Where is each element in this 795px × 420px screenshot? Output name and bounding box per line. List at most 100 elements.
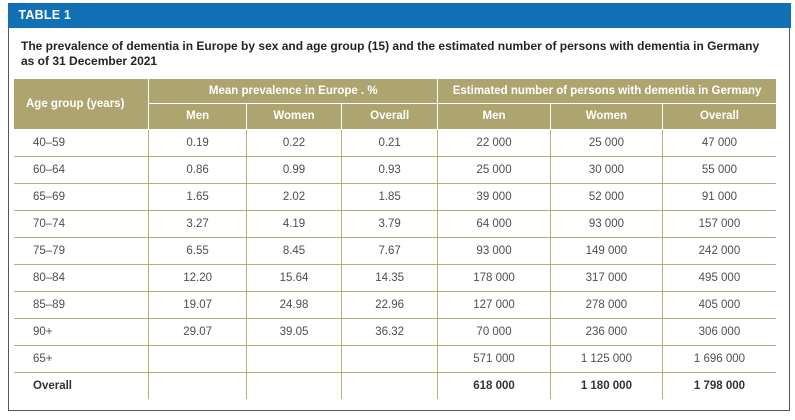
table-cell: 0.22 — [245, 129, 343, 157]
table-cell: 15.64 — [245, 263, 343, 292]
table-cell: 157 000 — [661, 209, 776, 238]
age-group-cell: 60–64 — [14, 155, 150, 184]
table-row: 70–74 3.27 4.19 3.79 64 000 93 000 157 0… — [14, 209, 776, 238]
table-cell: 6.55 — [148, 236, 247, 265]
table-cell: 14.35 — [341, 263, 439, 292]
table-wrapper: Age group (years) Mean prevalence in Eur… — [14, 79, 776, 399]
table-label: TABLE 1 — [18, 8, 72, 22]
table-cell: 0.99 — [245, 155, 343, 184]
age-group-cell: 65+ — [14, 344, 150, 373]
table-cell — [341, 344, 439, 373]
table-row: 80–84 12.20 15.64 14.35 178 000 317 000 … — [14, 263, 776, 292]
table-cell: 306 000 — [661, 317, 776, 346]
table-cell: 12.20 — [148, 263, 247, 292]
table-cell: 571 000 — [437, 344, 551, 373]
table-cell: 52 000 — [549, 182, 663, 211]
table-cell: 242 000 — [661, 236, 776, 265]
table-cell — [148, 371, 247, 399]
table-cell: 29.07 — [148, 317, 247, 346]
table-cell: 317 000 — [549, 263, 663, 292]
sub-header-men-germany: Men — [437, 103, 551, 130]
table-row: 90+ 29.07 39.05 36.32 70 000 236 000 306… — [14, 317, 776, 346]
header-sub-row: Men Women Overall Men Women Overall — [14, 103, 776, 130]
table-cell: 91 000 — [661, 182, 776, 211]
table-cell — [245, 344, 343, 373]
table-cell: 25 000 — [549, 129, 663, 157]
group-header-germany: Estimated number of persons with dementi… — [437, 79, 776, 104]
table-cell: 149 000 — [549, 236, 663, 265]
table-cell: 405 000 — [661, 290, 776, 319]
table-cell: 93 000 — [549, 209, 663, 238]
table-cell: 7.67 — [341, 236, 439, 265]
table-cell: 1.85 — [341, 182, 439, 211]
dementia-table: Age group (years) Mean prevalence in Eur… — [14, 79, 776, 399]
table-cell: 618 000 — [437, 371, 551, 399]
age-group-cell: 70–74 — [14, 209, 150, 238]
table-row: 40–59 0.19 0.22 0.21 22 000 25 000 47 00… — [14, 129, 776, 157]
table-cell: 39.05 — [245, 317, 343, 346]
table-cell: 64 000 — [437, 209, 551, 238]
table-cell: 4.19 — [245, 209, 343, 238]
table-cell: 1 180 000 — [549, 371, 663, 399]
age-group-cell: 85–89 — [14, 290, 150, 319]
table-cell: 127 000 — [437, 290, 551, 319]
age-group-cell: 65–69 — [14, 182, 150, 211]
table-cell: 22 000 — [437, 129, 551, 157]
table-cell: 93 000 — [437, 236, 551, 265]
table-cell: 24.98 — [245, 290, 343, 319]
table-row: 75–79 6.55 8.45 7.67 93 000 149 000 242 … — [14, 236, 776, 265]
group-header-prevalence: Mean prevalence in Europe . % — [148, 79, 439, 104]
table-row: 60–64 0.86 0.99 0.93 25 000 30 000 55 00… — [14, 155, 776, 184]
table-cell: 25 000 — [437, 155, 551, 184]
sub-header-overall-europe: Overall — [341, 103, 439, 130]
age-group-cell: 80–84 — [14, 263, 150, 292]
table-cell: 8.45 — [245, 236, 343, 265]
table-cell: 39 000 — [437, 182, 551, 211]
age-group-cell: 40–59 — [14, 129, 150, 157]
table-cell: 47 000 — [661, 129, 776, 157]
header-group-row: Age group (years) Mean prevalence in Eur… — [14, 79, 776, 130]
table-title-bar: TABLE 1 — [7, 3, 791, 28]
table-cell: 3.79 — [341, 209, 439, 238]
table-cell: 36.32 — [341, 317, 439, 346]
table-row-overall: Overall 618 000 1 180 000 1 798 000 — [14, 371, 776, 399]
age-group-cell: Overall — [14, 371, 150, 399]
table-row: 85–89 19.07 24.98 22.96 127 000 278 000 … — [14, 290, 776, 319]
table-cell: 70 000 — [437, 317, 551, 346]
sub-header-women-europe: Women — [245, 103, 343, 130]
table-header: Age group (years) Mean prevalence in Eur… — [14, 79, 776, 130]
table-cell: 495 000 — [661, 263, 776, 292]
table-cell: 178 000 — [437, 263, 551, 292]
table-cell: 1.65 — [148, 182, 247, 211]
table-caption: The prevalence of dementia in Europe by … — [21, 39, 760, 68]
table-cell — [245, 371, 343, 399]
table-cell: 55 000 — [661, 155, 776, 184]
table-cell: 0.86 — [148, 155, 247, 184]
table-cell — [148, 344, 247, 373]
table-cell: 1 696 000 — [661, 344, 776, 373]
table-row: 65–69 1.65 2.02 1.85 39 000 52 000 91 00… — [14, 182, 776, 211]
table-cell: 0.93 — [341, 155, 439, 184]
age-group-cell: 90+ — [14, 317, 150, 346]
table-cell: 0.21 — [341, 129, 439, 157]
table-cell: 0.19 — [148, 129, 247, 157]
table-cell: 2.02 — [245, 182, 343, 211]
sub-header-overall-germany: Overall — [661, 103, 776, 130]
sub-header-men-europe: Men — [148, 103, 247, 130]
table-cell — [341, 371, 439, 399]
sub-header-women-germany: Women — [549, 103, 663, 130]
table-body: 40–59 0.19 0.22 0.21 22 000 25 000 47 00… — [14, 129, 776, 399]
table-cell: 1 798 000 — [661, 371, 776, 399]
age-group-cell: 75–79 — [14, 236, 150, 265]
col-header-age-group: Age group (years) — [14, 79, 150, 130]
table-cell: 22.96 — [341, 290, 439, 319]
table-cell: 278 000 — [549, 290, 663, 319]
table-container: TABLE 1 The prevalence of dementia in Eu… — [7, 3, 791, 411]
table-cell: 30 000 — [549, 155, 663, 184]
table-cell: 1 125 000 — [549, 344, 663, 373]
table-cell: 19.07 — [148, 290, 247, 319]
table-cell: 3.27 — [148, 209, 247, 238]
table-row: 65+ 571 000 1 125 000 1 696 000 — [14, 344, 776, 373]
table-cell: 236 000 — [549, 317, 663, 346]
